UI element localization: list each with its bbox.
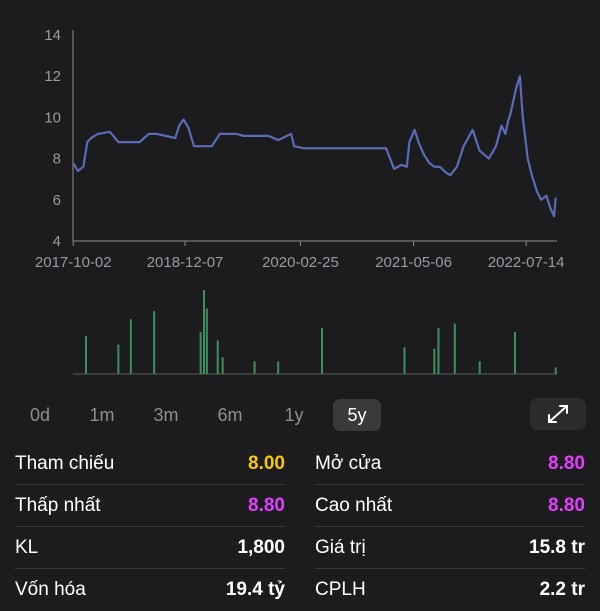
volume-bar <box>153 311 156 374</box>
expand-chart-button[interactable] <box>530 398 586 430</box>
volume-bar <box>117 344 120 374</box>
volume-bar <box>554 367 557 374</box>
stat-high: Cao nhất 8.80 <box>315 487 585 527</box>
tab-6m[interactable]: 6m <box>217 405 243 425</box>
stat-label: CPLH <box>315 579 366 600</box>
divider <box>15 484 285 485</box>
stat-value: 2.2 tr <box>539 579 585 600</box>
volume-bar <box>478 361 481 374</box>
volume-bar <box>221 357 224 374</box>
stat-volume: KL 1,800 <box>15 529 285 569</box>
stat-label: Mở cửa <box>315 453 382 474</box>
stat-value: 8.80 <box>548 495 585 516</box>
volume-bar <box>513 332 516 374</box>
volume-bar <box>437 327 440 374</box>
stat-label: Cao nhất <box>315 495 393 516</box>
x-tick-label: 2022-07-14 <box>488 254 565 271</box>
x-tick-label: 2018-12-07 <box>147 254 224 271</box>
price-chart[interactable]: 4 6 8 10 12 14 2017-10-02 2018-12-07 2020-02-25 2… <box>0 0 600 385</box>
stat-label: Vốn hóa <box>15 579 86 600</box>
volume-bar <box>199 332 202 374</box>
stat-reference: Tham chiếu 8.00 <box>15 445 285 485</box>
stat-low: Thấp nhất 8.80 <box>15 487 285 527</box>
price-chart-svg: 4 6 8 10 12 14 2017-10-02 2018-12-07 2020-02-25 2… <box>35 27 565 375</box>
y-tick-label: 14 <box>44 27 61 44</box>
tab-0d[interactable]: 0d <box>29 405 51 425</box>
volume-bar <box>453 323 456 374</box>
price-series-line <box>72 75 557 218</box>
stats-row: Thấp nhất 8.80 Cao nhất 8.80 <box>0 487 600 527</box>
volume-bar <box>321 327 324 374</box>
y-tick-label: 10 <box>44 109 61 126</box>
tab-1m[interactable]: 1m <box>89 405 115 425</box>
stat-value: 15.8 tr <box>529 537 585 558</box>
tab-5y[interactable]: 5y <box>333 399 381 431</box>
stat-label: Giá trị <box>315 537 366 558</box>
volume-bar <box>433 348 436 374</box>
stats-row: Vốn hóa 19.4 tỷ CPLH 2.2 tr <box>0 571 600 611</box>
expand-arrows-icon <box>548 405 568 423</box>
y-tick-label: 6 <box>53 192 61 209</box>
stat-market-cap: Vốn hóa 19.4 tỷ <box>15 571 285 611</box>
x-tick-label: 2020-02-25 <box>262 254 339 271</box>
volume-bar <box>403 347 406 374</box>
volume-bar <box>216 340 219 374</box>
stat-value: 8.80 <box>248 495 285 516</box>
stat-value: 8.00 <box>248 453 285 474</box>
volume-bar <box>205 308 208 374</box>
divider <box>315 568 585 569</box>
stat-label: Tham chiếu <box>15 453 115 474</box>
volume-bar <box>202 290 205 374</box>
tab-1y[interactable]: 1y <box>284 405 304 425</box>
stat-label: KL <box>15 537 39 558</box>
stats-row: KL 1,800 Giá trị 15.8 tr <box>0 529 600 569</box>
stat-open: Mở cửa 8.80 <box>315 445 585 485</box>
divider <box>315 526 585 527</box>
y-tick-label: 8 <box>53 151 61 168</box>
stat-value: 19.4 tỷ <box>225 579 285 600</box>
stats-row: Tham chiếu 8.00 Mở cửa 8.80 <box>0 445 600 485</box>
x-tick-label: 2021-05-06 <box>375 254 452 271</box>
divider <box>15 568 285 569</box>
stat-value: 1,800 <box>237 537 285 558</box>
stat-trade-value: Giá trị 15.8 tr <box>315 529 585 569</box>
stat-shares-outstanding: CPLH 2.2 tr <box>315 571 585 611</box>
stat-value: 8.80 <box>548 453 585 474</box>
divider <box>315 484 585 485</box>
volume-bar <box>129 319 132 374</box>
tab-3m[interactable]: 3m <box>153 405 179 425</box>
volume-bar <box>277 361 280 374</box>
y-tick-label: 4 <box>53 233 61 250</box>
stat-label: Thấp nhất <box>15 495 101 516</box>
range-tab-bar: 0d 1m 3m 6m 1y 5y <box>0 395 600 435</box>
y-tick-label: 12 <box>44 68 61 85</box>
x-tick-label: 2017-10-02 <box>35 254 112 271</box>
volume-bar <box>84 336 87 374</box>
volume-bar <box>253 361 256 374</box>
divider <box>15 526 285 527</box>
